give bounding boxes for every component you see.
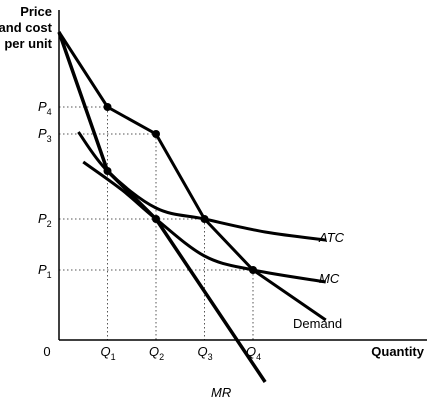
x-tick-Q1: Q1 [101,344,116,362]
guide-lines [59,106,254,340]
x-tick-Q3: Q3 [198,344,213,362]
key-point-4 [152,215,160,223]
key-point-6 [249,266,257,274]
key-point-3 [103,167,112,175]
key-points [103,103,257,274]
y-axis-title-line-3: per unit [4,36,52,51]
x-tick-Q4: Q4 [246,344,261,362]
mr-label: MR [211,385,231,400]
y-axis-title-line-1: Price [20,4,52,19]
demand-label: Demand [293,316,342,331]
demand-curve [57,31,327,322]
atc-curve [77,131,326,242]
curves [57,31,327,383]
mr-curve [57,31,267,383]
origin-label: 0 [43,344,50,359]
mc-label: MC [319,271,340,286]
atc-label: ATC [318,230,345,245]
y-axis-title-line-2: and cost [0,20,53,35]
mc-curve [82,160,326,284]
key-point-2 [152,130,160,138]
key-point-1 [103,103,112,111]
y-tick-P1: P1 [38,262,52,280]
y-tick-P2: P2 [38,211,52,229]
key-point-5 [200,215,209,223]
x-axis-title: Quantity [371,344,424,359]
x-tick-Q2: Q2 [149,344,164,362]
y-tick-P4: P4 [38,99,52,117]
y-tick-P3: P3 [38,126,52,144]
